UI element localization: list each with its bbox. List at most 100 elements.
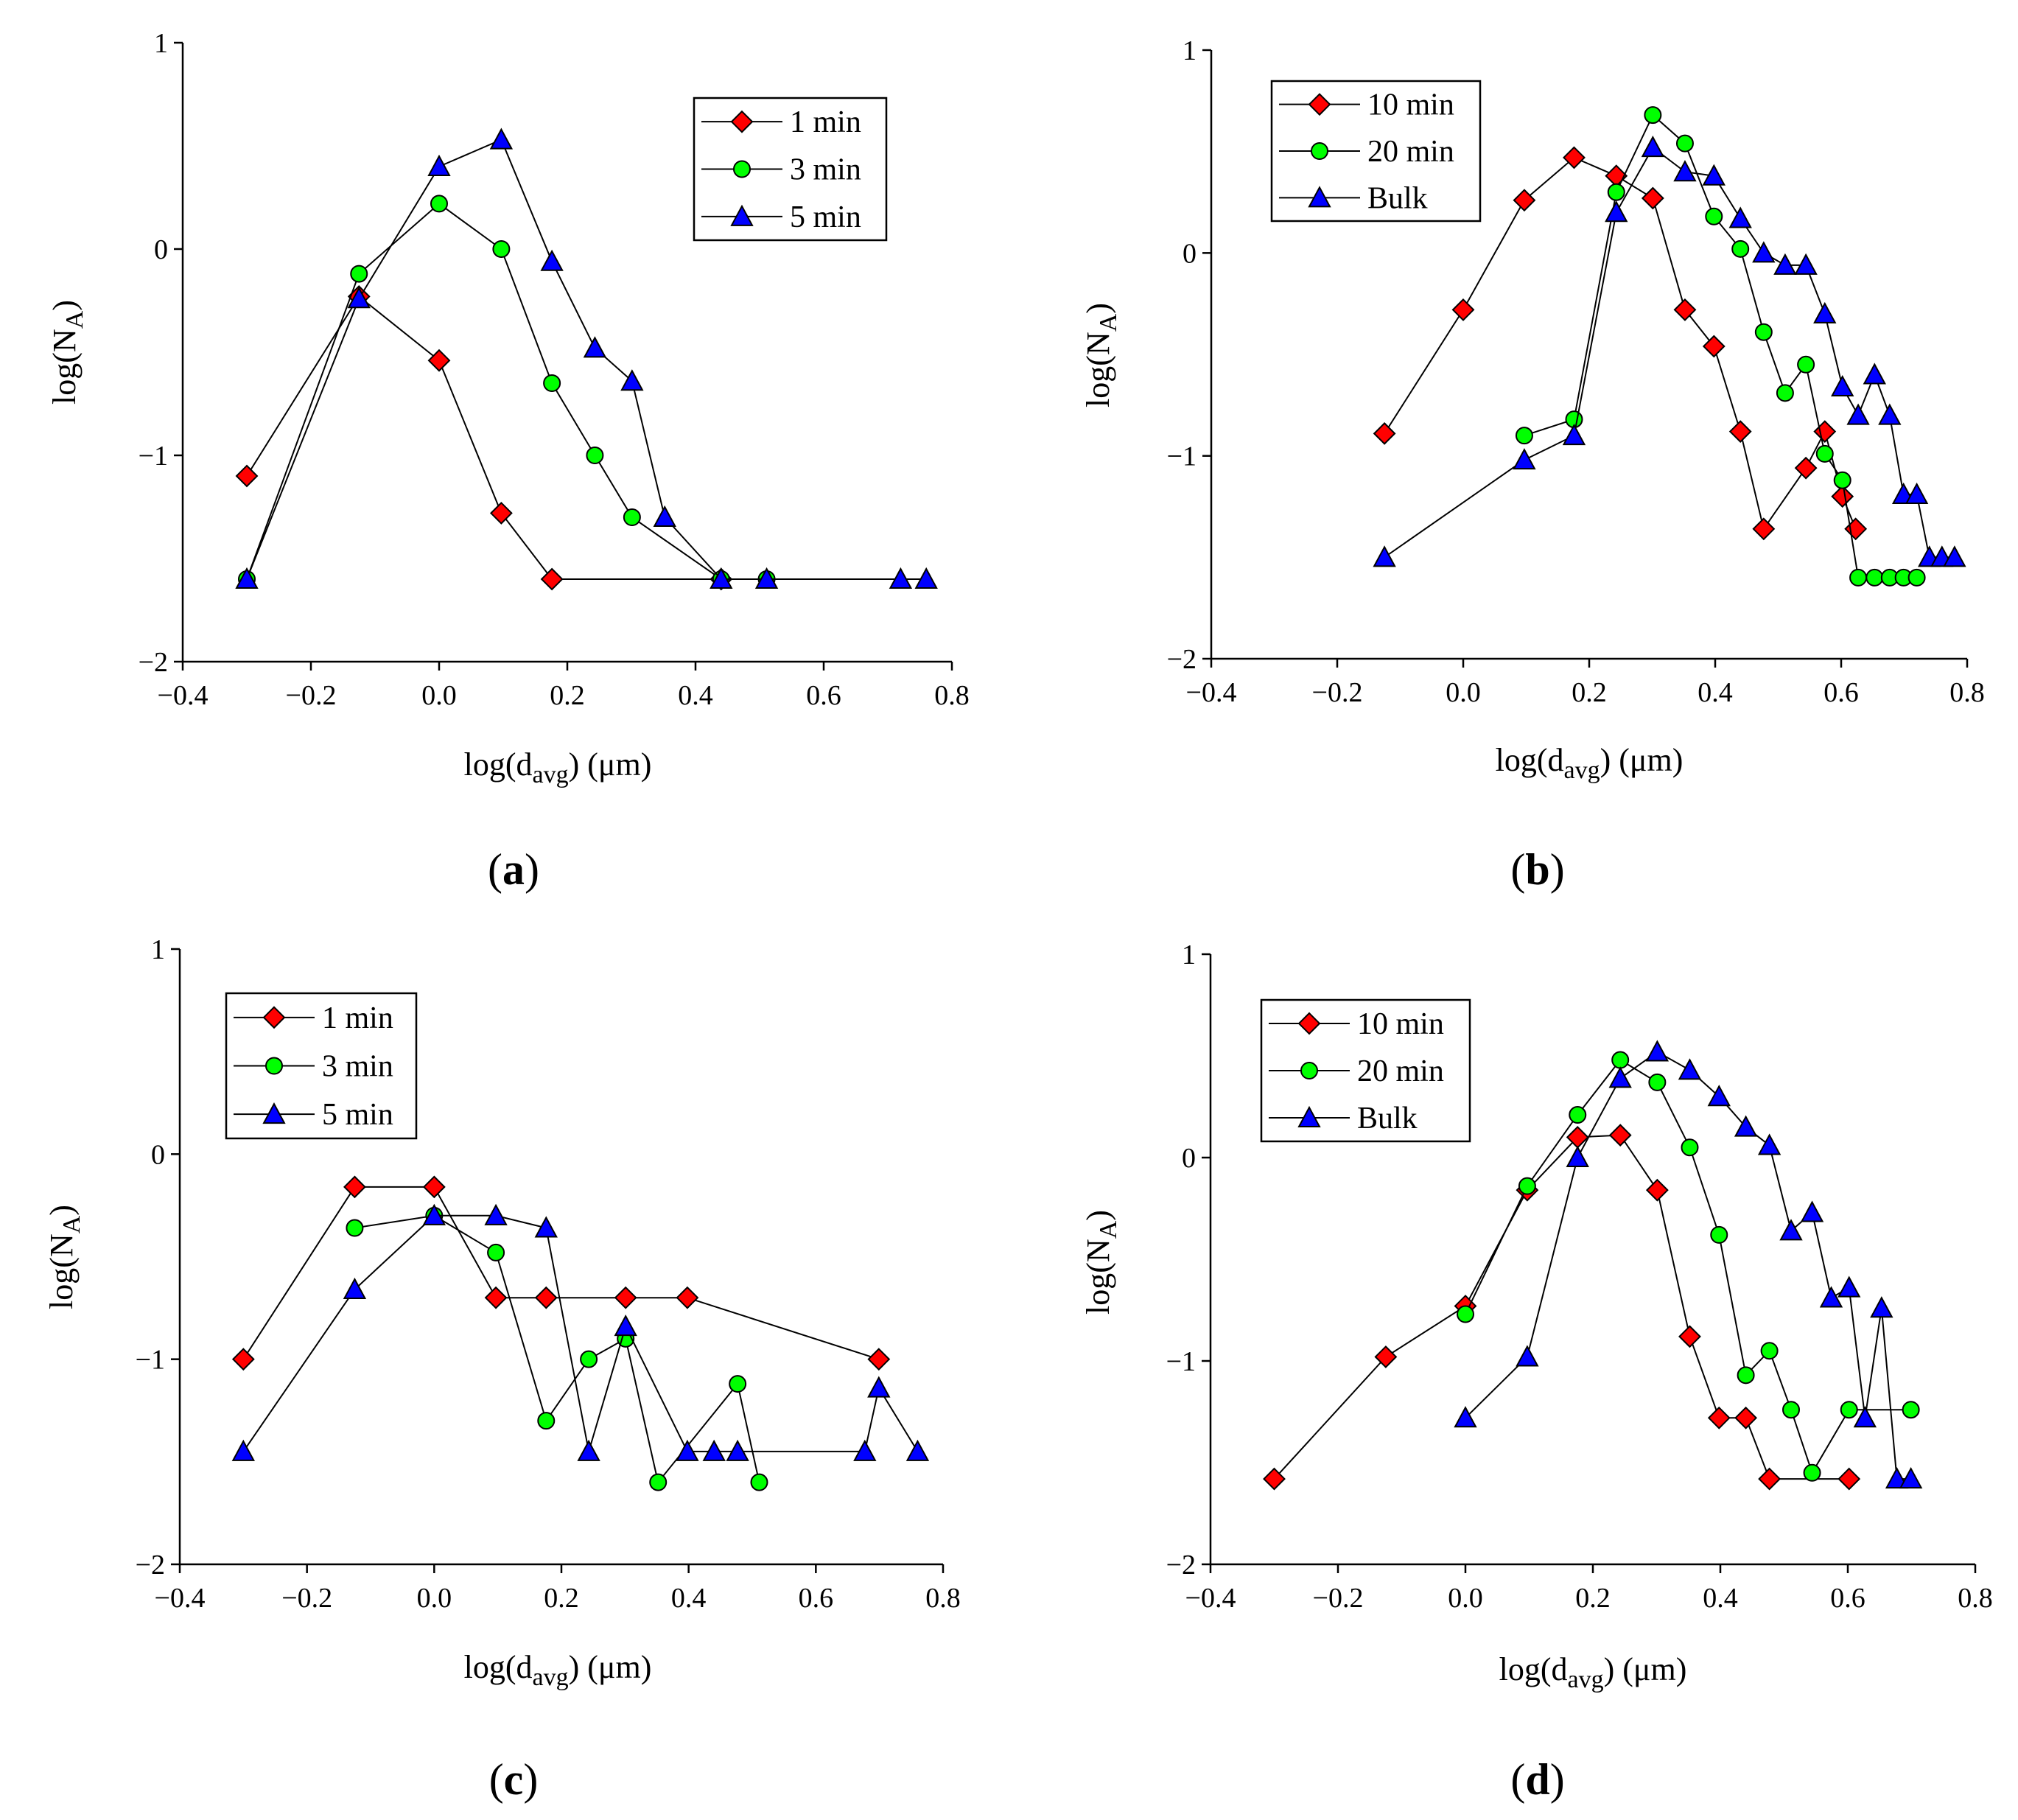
data-point bbox=[540, 249, 564, 271]
panel-label: (d) bbox=[1510, 1755, 1564, 1804]
y-axis-label: log(NA) bbox=[43, 1205, 85, 1309]
legend-marker bbox=[1308, 93, 1331, 116]
data-point bbox=[1902, 1401, 1920, 1419]
plot-area: −0.4 −0.2 0.0 0.2 0.4 0.6 0.8 −2 −1 0 1 10 min 20 mi… bbox=[1167, 35, 1985, 708]
series-3-min bbox=[346, 1206, 768, 1491]
data-point bbox=[614, 1286, 637, 1309]
y-tick-label: −1 bbox=[139, 441, 168, 472]
data-point bbox=[867, 1348, 891, 1371]
data-point bbox=[540, 567, 564, 591]
data-point bbox=[1457, 1305, 1474, 1323]
data-point bbox=[1675, 134, 1694, 153]
x-tick-label: 0.8 bbox=[934, 680, 970, 711]
plot-area: −0.4 −0.2 0.0 0.2 0.4 0.6 0.8 −2 −1 0 1 1 min 3 min 5… bbox=[139, 28, 970, 711]
plot-area: −0.4 −0.2 0.0 0.2 0.4 0.6 0.8 −2 −1 0 1 1 min 3 min 5… bbox=[136, 934, 961, 1614]
data-point bbox=[1803, 1463, 1821, 1482]
data-point bbox=[649, 1473, 668, 1491]
data-point bbox=[1760, 1342, 1779, 1360]
data-point bbox=[1943, 545, 1966, 567]
data-point bbox=[422, 1175, 446, 1199]
data-point bbox=[1728, 206, 1752, 228]
x-tick-label: −0.4 bbox=[1185, 1583, 1236, 1614]
data-point bbox=[1645, 1040, 1670, 1062]
y-tick-label: 0 bbox=[154, 234, 168, 265]
y-axis-label: log(NA) bbox=[46, 300, 88, 405]
data-point bbox=[1878, 403, 1902, 425]
data-point bbox=[1373, 421, 1396, 445]
y-tick-label: 1 bbox=[1182, 939, 1196, 970]
legend-marker bbox=[1311, 142, 1328, 160]
data-point bbox=[1705, 207, 1723, 225]
data-point bbox=[580, 1350, 598, 1368]
data-point bbox=[1608, 1124, 1632, 1147]
data-point bbox=[1837, 1275, 1861, 1298]
data-point bbox=[1611, 1051, 1630, 1069]
data-point bbox=[1815, 444, 1834, 463]
data-point bbox=[1758, 1467, 1781, 1491]
x-tick-label: 0.6 bbox=[799, 1583, 834, 1614]
series-10-min bbox=[1263, 1124, 1861, 1491]
x-tick-label: −0.2 bbox=[286, 680, 337, 711]
data-point bbox=[231, 1348, 255, 1371]
data-point bbox=[1707, 1406, 1731, 1429]
series-20-min bbox=[1515, 106, 1926, 587]
x-tick-label: −0.4 bbox=[1186, 677, 1237, 708]
legend-label: 20 min bbox=[1357, 1054, 1444, 1088]
x-tick-label: 0.8 bbox=[925, 1583, 961, 1614]
data-point bbox=[1779, 1219, 1803, 1241]
data-point bbox=[1518, 1177, 1536, 1195]
legend-marker bbox=[262, 1006, 286, 1029]
x-tick-label: 0.8 bbox=[1949, 677, 1985, 708]
legend-marker bbox=[1300, 1062, 1318, 1079]
x-tick-label: 0.6 bbox=[1823, 677, 1859, 708]
x-tick-label: 0.2 bbox=[1572, 677, 1607, 708]
data-point bbox=[750, 1473, 768, 1491]
data-point bbox=[492, 240, 511, 258]
panel-label: (c) bbox=[489, 1755, 539, 1804]
legend-label: 5 min bbox=[790, 200, 861, 234]
data-point bbox=[1797, 355, 1815, 374]
panel-d: −0.4 −0.2 0.0 0.2 0.4 0.6 0.8 −2 −1 0 1 10 min 20 mi… bbox=[1080, 939, 1993, 1804]
data-point bbox=[1374, 1345, 1398, 1368]
data-point bbox=[1678, 1058, 1702, 1080]
data-point bbox=[1607, 183, 1625, 201]
series-line bbox=[242, 1186, 880, 1360]
data-point bbox=[1846, 403, 1870, 425]
x-tick-label: 0.2 bbox=[1575, 1583, 1611, 1614]
data-point bbox=[1754, 323, 1773, 341]
data-point bbox=[676, 1439, 699, 1461]
data-point bbox=[586, 447, 604, 464]
data-point bbox=[1782, 1401, 1801, 1419]
data-point bbox=[729, 1375, 747, 1393]
data-point bbox=[1865, 568, 1884, 587]
data-point bbox=[1707, 1085, 1731, 1107]
data-point bbox=[710, 567, 733, 589]
data-point bbox=[914, 567, 938, 589]
data-point bbox=[1794, 456, 1818, 480]
panel-a: −0.4 −0.2 0.0 0.2 0.4 0.6 0.8 −2 −1 0 1 1 min 3 min 5… bbox=[46, 28, 970, 894]
y-tick-label: −1 bbox=[1166, 1346, 1196, 1377]
series-5-min bbox=[235, 127, 938, 589]
x-tick-label: 0.4 bbox=[678, 680, 713, 711]
series-line bbox=[246, 203, 767, 580]
data-point bbox=[235, 567, 259, 589]
legend-label: 5 min bbox=[322, 1098, 393, 1132]
data-point bbox=[1681, 1138, 1699, 1157]
data-point bbox=[1776, 384, 1794, 402]
x-tick-label: 0.2 bbox=[544, 1583, 579, 1614]
legend: 1 min 3 min 5 min bbox=[693, 97, 888, 242]
series-line bbox=[242, 1214, 919, 1452]
legend-label: 1 min bbox=[790, 105, 861, 139]
y-tick-label: 0 bbox=[1182, 1143, 1196, 1174]
series-1-min bbox=[235, 284, 733, 591]
data-point bbox=[1734, 1115, 1758, 1137]
data-point bbox=[484, 1286, 508, 1309]
legend-label: 3 min bbox=[322, 1050, 393, 1084]
data-point bbox=[676, 1286, 699, 1309]
y-tick-label: −1 bbox=[1167, 441, 1197, 472]
data-point bbox=[1569, 1106, 1587, 1124]
x-tick-label: 0.4 bbox=[1703, 1583, 1738, 1614]
x-tick-label: 0.4 bbox=[671, 1583, 707, 1614]
data-point bbox=[422, 1203, 446, 1225]
